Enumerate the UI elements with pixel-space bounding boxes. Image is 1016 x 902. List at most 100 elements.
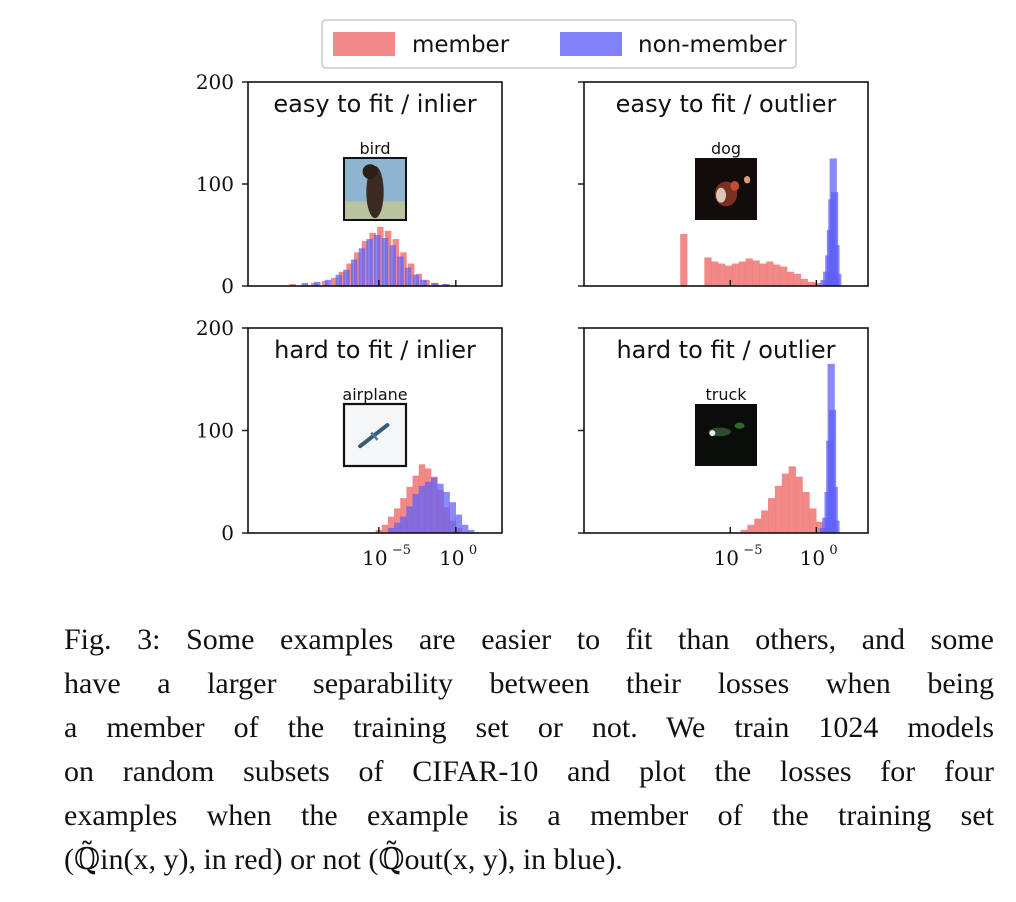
- truck-image: [695, 404, 757, 466]
- nonmember-bar: [387, 527, 395, 533]
- panel-easy-outlier: easy to fit / outlier dog: [578, 81, 869, 287]
- panel-title: easy to fit / outlier: [616, 90, 837, 118]
- nonmember-bar: [324, 279, 332, 286]
- nonmember-bar: [335, 274, 343, 286]
- member-bar: [740, 529, 748, 533]
- nonmember-bar: [374, 235, 381, 286]
- nonmember-bar: [350, 259, 358, 286]
- nonmember-bar: [830, 486, 838, 533]
- x-tick-exponent: −5: [392, 543, 411, 558]
- member-bar: [781, 473, 789, 533]
- member-bar: [394, 508, 401, 533]
- member-bar: [773, 264, 781, 286]
- legend: member non-member: [321, 19, 797, 69]
- member-bar: [724, 265, 733, 286]
- nonmember-bar: [418, 485, 426, 533]
- nonmember-bar: [467, 529, 475, 533]
- inset-label: truck: [705, 385, 747, 404]
- member-bar: [759, 263, 767, 286]
- nonmember-bar: [400, 516, 407, 533]
- y-tick-label: 100: [196, 172, 234, 196]
- x-tick-label: 10: [714, 546, 739, 570]
- member-bar: [745, 258, 753, 286]
- caption-line: on random subsets of CIFAR-10 and plot t…: [64, 755, 994, 788]
- member-bar: [766, 261, 774, 286]
- figure-grid: member non-member easy to fit / inlier bi…: [196, 19, 869, 570]
- nonmember-bar: [358, 248, 366, 286]
- member-bar: [780, 266, 788, 286]
- member-bar: [795, 476, 803, 533]
- nonmember-bar: [832, 520, 840, 533]
- truck-image-blob: [734, 422, 745, 429]
- panel-title: easy to fit / inlier: [273, 90, 476, 118]
- nonmember-bar: [404, 267, 412, 286]
- bird-image-border: [343, 157, 407, 221]
- x-tick-exponent: 0: [829, 543, 837, 558]
- member-bar: [800, 278, 808, 286]
- dog-image: [695, 158, 757, 220]
- panel-easy-inlier: easy to fit / inlier bird 200 100 0: [196, 70, 503, 298]
- x-tick-label: 10: [362, 546, 387, 570]
- nonmember-bar: [412, 274, 420, 286]
- nonmember-bar: [443, 492, 450, 533]
- x-tick-label: 10: [800, 546, 825, 570]
- nonmember-bar: [832, 245, 840, 286]
- nonmember-bar: [301, 282, 309, 286]
- nonmember-bar: [343, 269, 350, 286]
- airplane-image: [342, 402, 408, 468]
- member-bar: [793, 273, 802, 286]
- legend-nonmember-swatch: [560, 32, 622, 56]
- inset-label: airplane: [342, 385, 407, 404]
- nonmember-bar: [431, 282, 438, 286]
- caption-line: Fig. 3: Some examples are easier to fit …: [64, 623, 994, 656]
- panel-title: hard to fit / inlier: [274, 336, 476, 364]
- nonmember-bar: [366, 239, 373, 286]
- member-bar: [774, 485, 783, 533]
- nonmember-bar: [461, 524, 469, 533]
- nonmember-bar: [381, 238, 389, 286]
- legend-member-swatch: [333, 32, 395, 56]
- nonmember-bar: [397, 256, 404, 286]
- figure-caption: Fig. 3: Some examples are easier to fit …: [64, 618, 994, 882]
- airplane-image-wing: [370, 431, 379, 441]
- caption-line: examples when the example is a member of…: [64, 799, 994, 832]
- nonmember-bar: [834, 273, 842, 286]
- nonmember-bar: [412, 494, 420, 533]
- nonmember-bar: [449, 502, 456, 533]
- member-bar: [814, 282, 822, 286]
- legend-member-label: member: [412, 32, 510, 58]
- bird-image-head: [362, 164, 378, 180]
- member-bar: [761, 510, 769, 533]
- y-tick-label: 200: [196, 70, 234, 94]
- inset-label: bird: [359, 139, 390, 158]
- nonmember-bar: [424, 481, 432, 533]
- member-bar: [788, 466, 796, 533]
- x-tick-label: 10: [439, 546, 464, 570]
- member-bar: [400, 498, 407, 533]
- member-bar: [807, 281, 815, 286]
- y-tick-label: 0: [221, 521, 234, 545]
- dog-image-blob: [716, 187, 726, 203]
- nonmember-bar: [441, 283, 449, 286]
- dog-image-blob: [730, 180, 740, 191]
- nonmember-bar: [830, 192, 839, 286]
- nonmember-bar: [314, 281, 321, 286]
- panel-title: hard to fit / outlier: [616, 336, 835, 364]
- nonmember-bar: [437, 483, 444, 533]
- member-bar: [680, 233, 688, 286]
- caption-line: (ℚ̃in(x, y), in red) or not (ℚ̃out(x, y)…: [64, 843, 623, 876]
- nonmember-bar: [828, 410, 837, 533]
- nonmember-bar: [406, 506, 413, 533]
- member-bar: [289, 283, 296, 286]
- caption-line: have a larger separability between their…: [64, 667, 994, 700]
- inset-label: dog: [711, 139, 741, 158]
- member-bar: [704, 257, 712, 286]
- member-bar: [754, 518, 762, 533]
- nonmember-bar: [389, 245, 396, 286]
- member-bar: [711, 261, 719, 286]
- legend-nonmember-label: non-member: [638, 32, 787, 58]
- member-bar: [816, 521, 824, 533]
- caption-line: a member of the training set or not. We …: [64, 711, 994, 744]
- member-bar: [738, 261, 746, 286]
- dog-image-blob: [743, 175, 751, 184]
